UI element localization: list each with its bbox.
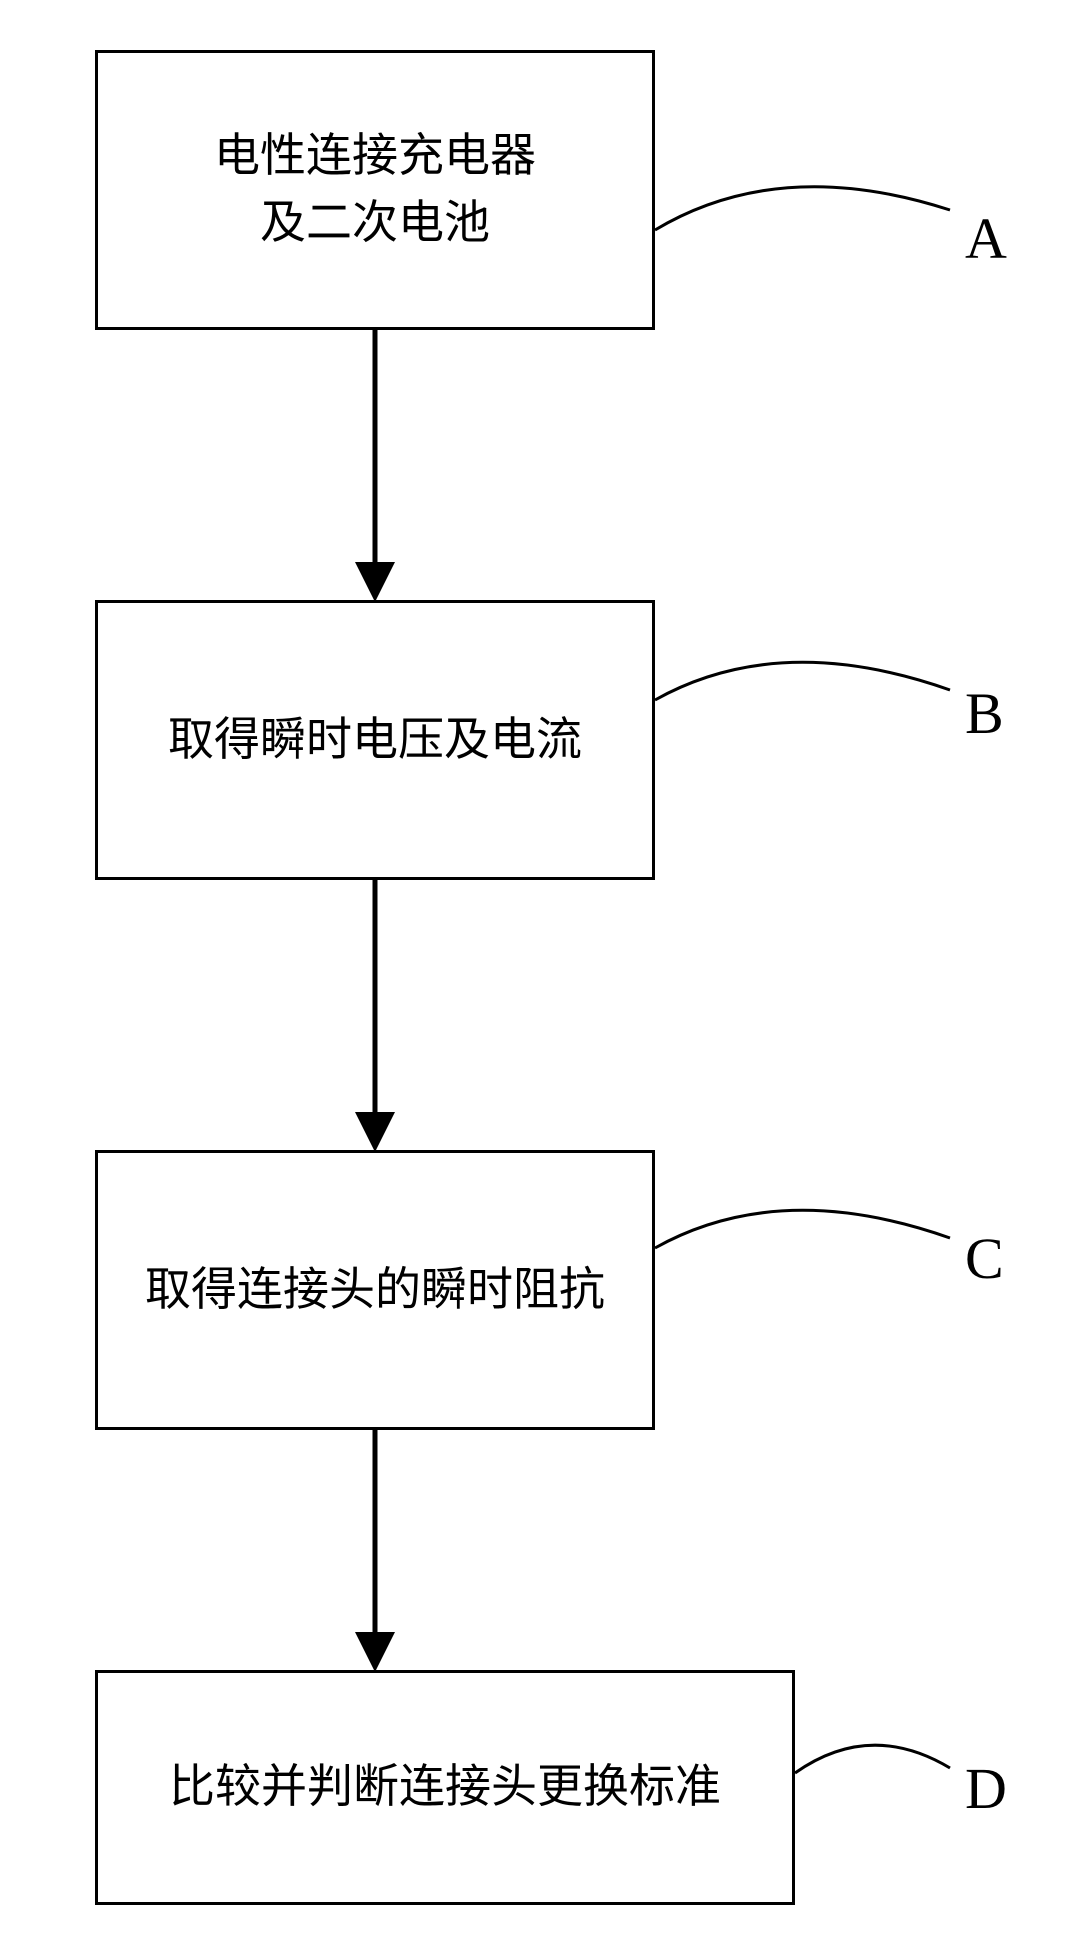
label-c: C bbox=[965, 1225, 1004, 1292]
step-text-b: 取得瞬时电压及电流 bbox=[168, 707, 582, 774]
label-a: A bbox=[965, 205, 1007, 272]
step-box-a: 电性连接充电器 及二次电池 bbox=[95, 50, 655, 330]
step-text-a: 电性连接充电器 及二次电池 bbox=[214, 123, 536, 256]
flowchart-canvas: 电性连接充电器 及二次电池 取得瞬时电压及电流 取得连接头的瞬时阻抗 比较并判断… bbox=[0, 0, 1087, 1933]
step-text-d: 比较并判断连接头更换标准 bbox=[169, 1754, 721, 1821]
leader-b bbox=[655, 662, 950, 700]
step-box-c: 取得连接头的瞬时阻抗 bbox=[95, 1150, 655, 1430]
step-text-c: 取得连接头的瞬时阻抗 bbox=[145, 1257, 605, 1324]
step-box-d: 比较并判断连接头更换标准 bbox=[95, 1670, 795, 1905]
leader-d bbox=[795, 1745, 950, 1773]
step-box-b: 取得瞬时电压及电流 bbox=[95, 600, 655, 880]
label-b: B bbox=[965, 680, 1004, 747]
leader-c bbox=[655, 1210, 950, 1248]
leader-a bbox=[655, 187, 950, 230]
label-d: D bbox=[965, 1755, 1007, 1822]
